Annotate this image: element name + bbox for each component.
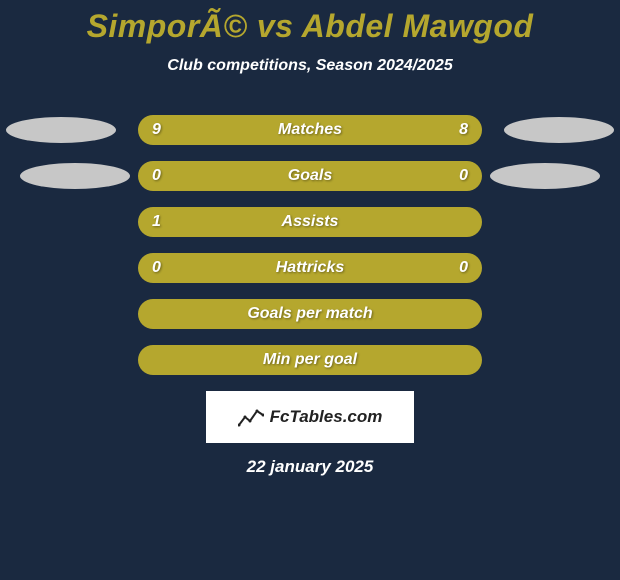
stat-value-right: 0: [459, 259, 468, 277]
stat-value-right: 0: [459, 167, 468, 185]
stat-label: Goals: [288, 167, 332, 185]
stat-bar: Goals per match: [138, 299, 482, 329]
fctables-icon: [238, 407, 264, 427]
stat-value-left: 1: [152, 213, 161, 231]
stat-row: 1 Assists: [0, 207, 620, 237]
stat-label: Min per goal: [263, 351, 357, 369]
player-ellipse-right: [490, 163, 600, 189]
page-title: SimporÃ© vs Abdel Mawgod: [0, 8, 620, 45]
stat-bar: Min per goal: [138, 345, 482, 375]
stat-label: Matches: [278, 121, 342, 139]
stat-value-left: 9: [152, 121, 161, 139]
stat-row: 9 Matches 8: [0, 115, 620, 145]
player-ellipse-right: [504, 117, 614, 143]
subtitle: Club competitions, Season 2024/2025: [0, 57, 620, 75]
stat-label: Hattricks: [276, 259, 344, 277]
stat-value-right: 8: [459, 121, 468, 139]
stat-rows: 9 Matches 8 0 Goals 0 1 Assists 0 Hattricks 0 Goals…: [0, 115, 620, 375]
stat-row: Goals per match: [0, 299, 620, 329]
stat-label: Assists: [282, 213, 339, 231]
comparison-card: SimporÃ© vs Abdel Mawgod Club competitio…: [0, 0, 620, 477]
stat-row: 0 Goals 0: [0, 161, 620, 191]
stat-bar: 0 Hattricks 0: [138, 253, 482, 283]
stat-bar: 0 Goals 0: [138, 161, 482, 191]
date-text: 22 january 2025: [0, 457, 620, 477]
player-ellipse-left: [20, 163, 130, 189]
logo-inner: FcTables.com: [238, 407, 383, 427]
logo-text: FcTables.com: [270, 407, 383, 427]
stat-row: Min per goal: [0, 345, 620, 375]
stat-bar: 1 Assists: [138, 207, 482, 237]
player-ellipse-left: [6, 117, 116, 143]
stat-label: Goals per match: [247, 305, 372, 323]
stat-bar: 9 Matches 8: [138, 115, 482, 145]
source-logo: FcTables.com: [206, 391, 414, 443]
stat-value-left: 0: [152, 167, 161, 185]
stat-value-left: 0: [152, 259, 161, 277]
stat-row: 0 Hattricks 0: [0, 253, 620, 283]
